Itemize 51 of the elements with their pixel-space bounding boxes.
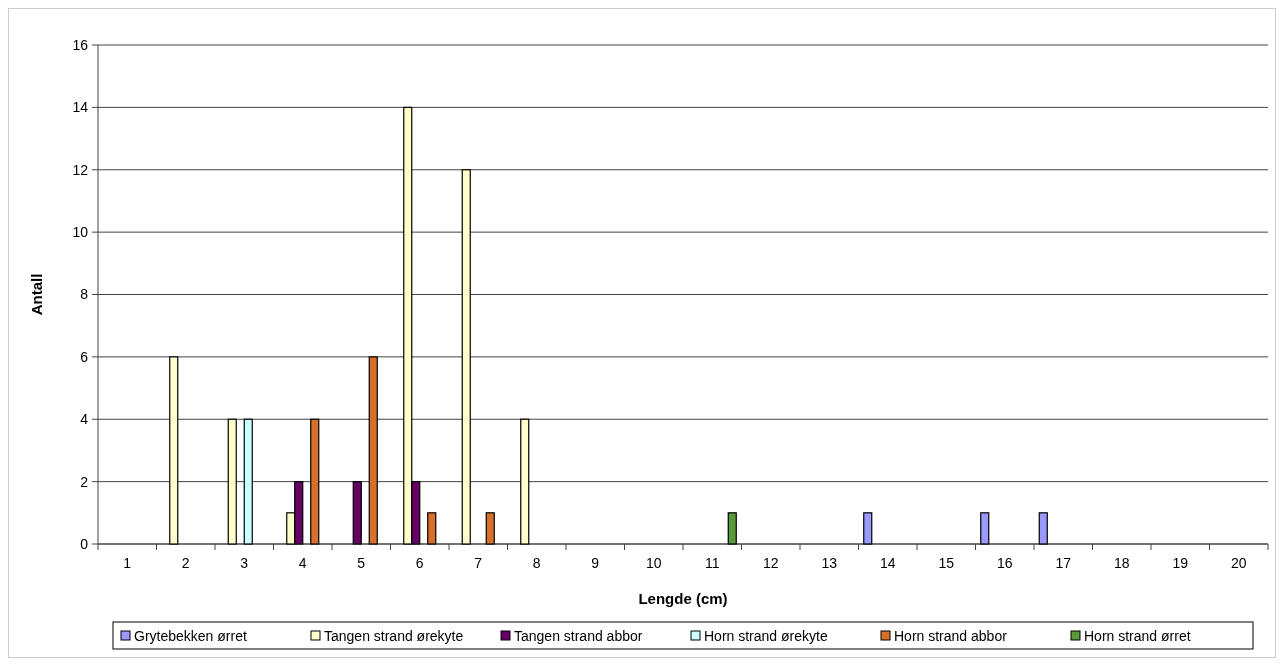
legend-label: Tangen strand ørekyte [324,627,464,644]
bar [863,512,873,545]
bar [227,418,237,545]
y-tick-label: 12 [72,161,89,178]
bar [520,418,530,545]
legend-label: Tangen strand abbor [514,627,643,644]
x-tick-label: 20 [1230,555,1247,571]
x-tick-label: 8 [532,555,541,571]
x-tick-label: 6 [415,555,424,571]
x-tick-label: 11 [704,555,720,571]
x-tick-label: 19 [1172,555,1189,571]
x-tick-label: 7 [474,555,483,571]
bar [368,356,378,545]
bar [310,418,320,545]
y-tick-label: 2 [80,473,89,490]
x-axis-title: Lengde (cm) [638,590,728,607]
x-tick-label: 2 [181,555,190,571]
y-tick-label: 16 [72,36,89,53]
bar [169,356,179,545]
bar [427,512,437,545]
x-tick-label: 10 [645,555,662,571]
bar [1038,512,1048,545]
x-tick-label: 4 [298,555,307,571]
x-tick-label: 12 [762,555,779,571]
legend-label: Horn strand ørret [1084,627,1191,644]
bar [461,169,471,545]
x-tick-label: 18 [1113,555,1130,571]
bar [352,481,362,545]
x-tick-label: 13 [821,555,838,571]
y-tick-label: 6 [80,348,89,365]
x-tick-label: 16 [996,555,1013,571]
x-tick-label: 9 [591,555,600,571]
bar [243,418,253,545]
y-tick-label: 8 [80,286,89,303]
y-tick-label: 10 [72,224,89,241]
y-axis-title: Antall [28,273,45,316]
y-tick-label: 14 [72,99,89,116]
legend-label: Horn strand ørekyte [704,627,828,644]
bar [727,512,737,545]
x-tick-label: 15 [938,555,955,571]
x-tick-label: 1 [123,555,132,571]
y-tick-label: 4 [80,411,89,428]
x-tick-label: 14 [879,555,896,571]
bar [485,512,495,545]
bar [980,512,990,545]
x-tick-label: 5 [357,555,366,571]
x-tick-label: 17 [1055,555,1072,571]
legend-label: Grytebekken ørret [134,627,247,644]
y-tick-label: 0 [80,535,89,552]
x-tick-label: 3 [240,555,249,571]
legend-label: Horn strand abbor [894,627,1008,644]
